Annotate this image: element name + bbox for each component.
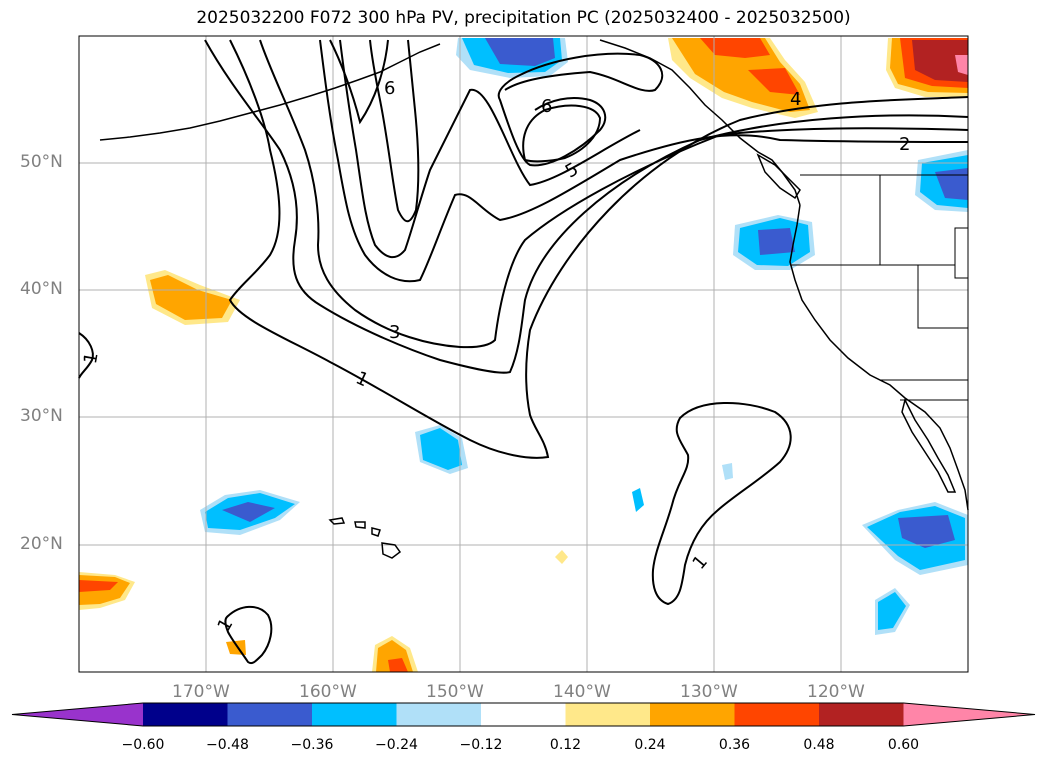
colorbar-tick-label: −0.36 <box>290 737 334 753</box>
precip-negative-area <box>222 502 275 522</box>
contour-label: 1 <box>352 367 371 391</box>
colorbar <box>11 702 1036 727</box>
lat-label-50n: 50°N <box>20 152 63 172</box>
precip-negative-area <box>898 515 955 548</box>
colorbar-tick-label: −0.12 <box>459 737 503 753</box>
colorbar-tick-label: −0.48 <box>206 737 249 753</box>
colorbar-tick-label: 0.60 <box>887 737 920 753</box>
colorbar-segment <box>396 703 482 726</box>
contour-label: 2 <box>899 134 910 155</box>
contour-label: 5 <box>562 159 582 183</box>
colorbar-tick-label: 0.24 <box>634 737 666 753</box>
lon-label-130w: 130°W <box>680 682 738 702</box>
lon-label-160w: 160°W <box>299 682 357 702</box>
colorbar-segment <box>650 703 735 726</box>
map-frame <box>78 35 969 673</box>
colorbar-segment <box>481 703 566 726</box>
contour-label: 6 <box>384 78 395 99</box>
precip-positive-area <box>226 640 246 655</box>
colorbar-segment <box>734 703 820 726</box>
lon-label-150w: 150°W <box>426 682 484 702</box>
lon-label-120w: 120°W <box>807 682 865 702</box>
precip-positive-area <box>555 550 568 564</box>
precip-positive-area <box>672 38 810 112</box>
colorbar-tick-label: −0.24 <box>375 737 418 753</box>
gridlines <box>79 36 968 672</box>
precip-negative-area <box>935 168 968 200</box>
precip-negative-area <box>758 228 795 255</box>
colorbar-segment <box>312 703 397 726</box>
precip-positive-area <box>79 580 118 592</box>
contour-label: 1 <box>688 551 711 573</box>
precip-positive-area <box>150 275 232 320</box>
colorbar-tick-label: −0.60 <box>121 737 165 753</box>
political-borders <box>790 174 969 401</box>
pv-contours <box>78 39 969 665</box>
precip-negative-area <box>722 463 733 480</box>
lon-label-170w: 170°W <box>172 682 230 702</box>
lon-label-140w: 140°W <box>553 682 611 702</box>
colorbar-tick-label: 0.48 <box>803 737 835 753</box>
colorbar-segment <box>819 703 904 726</box>
colorbar-segment <box>227 703 313 726</box>
precip-positive-area <box>700 38 770 58</box>
precip-positive-area <box>912 40 968 82</box>
colorbar-outline <box>11 702 1036 727</box>
colorbar-extend-high <box>903 703 1035 726</box>
colorbar-tick-label: 0.12 <box>549 737 582 753</box>
precip-positive-area <box>955 55 968 75</box>
contour-label: 3 <box>389 322 400 343</box>
lat-label-40n: 40°N <box>20 279 63 299</box>
lat-label-30n: 30°N <box>20 406 63 426</box>
contour-labels: 1 3 5 6 4 2 1 1 1 6 <box>80 78 911 635</box>
precip-negative-area <box>878 592 906 630</box>
precip-negative-area <box>485 38 555 66</box>
contour-label: 6 <box>541 96 552 117</box>
precip-negative-area <box>632 488 644 512</box>
contour-label: 4 <box>790 89 801 110</box>
map-title: 2025032200 F072 300 hPa PV, precipitatio… <box>196 8 851 28</box>
colorbar-segment <box>565 703 651 726</box>
lat-label-20n: 20°N <box>20 534 63 554</box>
precip-positive-area <box>748 68 800 95</box>
colorbar-segment <box>143 703 228 726</box>
colorbar-extend-low <box>12 703 143 726</box>
precip-positive-area <box>388 658 408 672</box>
precip-shading <box>79 38 968 672</box>
contour-label: 1 <box>80 351 103 366</box>
precip-negative-area <box>420 428 462 470</box>
colorbar-tick-label: 0.36 <box>718 737 751 753</box>
